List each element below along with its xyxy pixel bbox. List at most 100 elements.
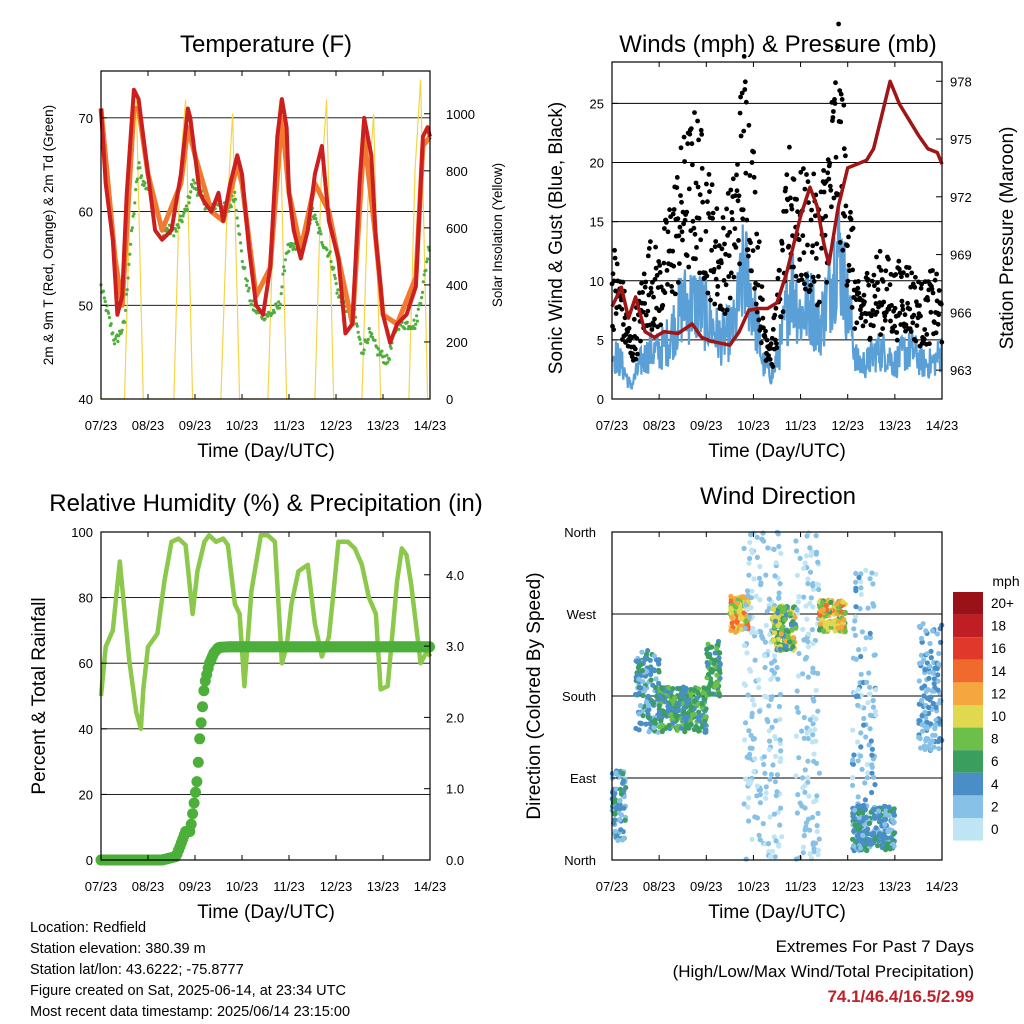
dewpoint-point [289,241,293,246]
direction-point [757,800,764,806]
gust-point [811,279,817,284]
direction-point [787,611,793,617]
gust-point [630,351,636,357]
gust-point [662,290,668,296]
direction-point [871,830,877,836]
dewpoint-point [412,318,416,322]
direction-point [842,628,848,634]
gust-point [881,299,887,305]
dewpoint-point [250,303,254,307]
direction-point [750,625,756,632]
direction-point [640,713,646,719]
gust-point [909,270,915,276]
dewpoint-point [319,232,323,236]
humidity-ylabel-left: Percent & Total Rainfall [29,597,50,794]
colorbar-label: 16 [991,641,1006,656]
direction-point [922,709,928,715]
colorbar-swatch [953,727,983,751]
direction-panel: Wind Direction 07/23 08/23 09/23 10/23 11/23… [524,483,1020,923]
gust-point [899,298,905,304]
direction-point [857,838,863,844]
gust-point [886,256,891,262]
direction-point [864,847,870,854]
direction-point [850,655,857,661]
direction-point [761,538,767,544]
gust-point [838,91,844,97]
direction-point [747,666,753,672]
direction-point [766,728,772,734]
direction-point [810,840,816,846]
gust-point [752,189,758,195]
gust-point [748,240,753,246]
direction-point [792,614,798,621]
direction-point [880,842,886,848]
dewpoint-point [283,269,287,273]
dewpoint-point [426,245,430,249]
direction-point [802,789,808,795]
dewpoint-point [105,304,109,308]
gust-point [684,209,690,215]
gust-point [690,162,695,168]
gust-point [661,260,667,266]
y-tick-label-right: 3.0 [446,639,464,654]
direction-point [638,685,644,691]
dewpoint-point [243,266,247,270]
y-tick-label-right: 1.0 [446,782,464,797]
gust-point [913,274,918,280]
gust-point [699,166,705,171]
direction-point [705,660,711,667]
y-tick-label-left: 70 [79,111,93,126]
colorbar-swatch [953,637,983,660]
direction-point [815,708,821,714]
gust-point [760,315,766,321]
direction-point [928,721,934,727]
y-tick-label-left: 0 [597,392,604,407]
direction-point [855,687,861,693]
gust-point [671,263,677,269]
gust-point [669,284,674,289]
gust-point [728,187,734,193]
temperature-panel: Temperature (F) 07/23 08/23 09/23 10/23 11/2… [41,31,505,462]
direction-point [772,658,778,664]
direction-point [833,601,840,607]
dewpoint-point [134,188,138,192]
direction-point [650,700,657,706]
gust-point [908,329,914,334]
gust-point [892,323,897,329]
direction-point [748,604,754,611]
gust-point [850,267,855,273]
direction-point [681,709,687,715]
direction-point [642,655,648,661]
direction-point [756,677,762,683]
winds-title: Winds (mph) & Pressure (mb) [619,31,936,58]
direction-point [750,696,756,703]
gust-point [688,126,694,131]
direction-point [695,725,701,731]
gust-point [791,264,796,270]
dewpoint-point [291,247,295,251]
direction-point [749,745,755,751]
direction-series [609,529,945,862]
y-tick-label-left: 25 [590,96,604,111]
direction-point [746,781,752,787]
direction-point [761,761,767,768]
direction-point [744,607,750,613]
gust-point [774,345,780,351]
dewpoint-point [420,290,425,294]
direction-point [702,729,708,735]
direction-point [729,620,735,626]
y-tick-label-left: North [564,525,596,540]
direction-point [797,800,803,806]
direction-point [796,650,802,657]
direction-ticks: 07/23 08/23 09/23 10/23 11/23 12/23 13/23 14/23… [562,525,958,894]
direction-point [774,665,780,671]
direction-point [887,808,893,815]
gust-point [685,141,691,147]
dewpoint-point [424,268,428,272]
gust-point [713,239,719,244]
gust-point [845,278,851,284]
direction-point [745,588,751,594]
gust-point [719,246,725,252]
gust-point [900,307,906,312]
direction-point [614,833,620,839]
